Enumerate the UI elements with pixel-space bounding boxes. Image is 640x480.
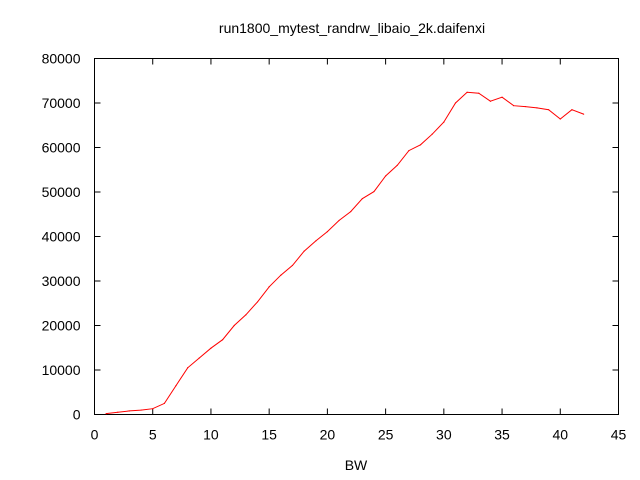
y-tick-label: 0 xyxy=(73,407,81,423)
x-axis-label: BW xyxy=(345,457,368,473)
data-point xyxy=(443,121,445,123)
data-point xyxy=(152,408,154,410)
x-tick-label: 40 xyxy=(552,427,568,443)
data-point xyxy=(268,286,270,288)
x-tick-label: 30 xyxy=(436,427,452,443)
data-point xyxy=(524,105,526,108)
y-tick-label: 50000 xyxy=(42,184,81,200)
x-tick-label: 10 xyxy=(203,427,219,443)
x-tick-label: 35 xyxy=(494,427,510,443)
data-point xyxy=(466,91,468,93)
x-tick-label: 20 xyxy=(320,427,336,443)
y-tick-label: 60000 xyxy=(42,140,81,156)
x-tick-label: 25 xyxy=(378,427,394,443)
y-axis: 0 10000 20000 30000 40000 50000 60000 70000 8000… xyxy=(42,51,619,423)
data-point xyxy=(245,314,247,316)
data-point xyxy=(536,107,538,109)
y-tick-label: 80000 xyxy=(42,51,81,67)
x-axis: 0 5 10 15 20 25 30 35 40 45 xyxy=(91,58,627,443)
data-point xyxy=(198,357,200,359)
plot-frame xyxy=(94,58,619,415)
data-point xyxy=(163,402,165,404)
data-point xyxy=(559,118,561,120)
series-layer xyxy=(105,91,585,415)
data-point xyxy=(105,413,107,415)
data-point xyxy=(233,324,235,327)
data-point xyxy=(128,410,131,412)
data-point xyxy=(513,105,515,107)
data-point xyxy=(315,240,317,242)
y-tick-label: 20000 xyxy=(42,318,81,334)
series-line-0 xyxy=(106,91,584,415)
data-point xyxy=(431,133,433,135)
x-tick-label: 5 xyxy=(149,427,157,443)
y-tick-label: 30000 xyxy=(42,273,81,289)
x-tick-label: 45 xyxy=(611,427,627,443)
data-point xyxy=(478,92,480,94)
data-point xyxy=(419,144,422,146)
data-point xyxy=(408,150,410,152)
y-tick-label: 10000 xyxy=(42,362,81,378)
data-point xyxy=(489,100,492,102)
data-point xyxy=(501,96,503,98)
y-tick-label: 40000 xyxy=(42,229,81,245)
data-point xyxy=(280,274,282,276)
data-point xyxy=(454,102,457,104)
data-point xyxy=(326,231,328,233)
data-point xyxy=(291,264,294,267)
data-point xyxy=(256,301,259,303)
data-point xyxy=(385,175,387,177)
data-point xyxy=(175,384,177,387)
y-tick-label: 70000 xyxy=(42,95,81,111)
data-point xyxy=(373,190,375,193)
data-point xyxy=(117,411,119,413)
data-point xyxy=(221,339,224,341)
chart-title: run1800_mytest_randrw_libaio_2k.daifenxi xyxy=(219,20,485,36)
data-point xyxy=(396,164,398,166)
data-point xyxy=(548,109,550,111)
data-point xyxy=(571,109,573,111)
data-point xyxy=(210,347,212,349)
data-point xyxy=(582,113,585,115)
x-tick-label: 0 xyxy=(91,427,99,443)
data-point xyxy=(187,367,189,369)
data-point xyxy=(361,198,363,200)
data-point xyxy=(303,250,305,252)
x-tick-label: 15 xyxy=(261,427,277,443)
data-point xyxy=(338,219,340,222)
data-point xyxy=(140,409,142,411)
data-point xyxy=(350,210,352,213)
